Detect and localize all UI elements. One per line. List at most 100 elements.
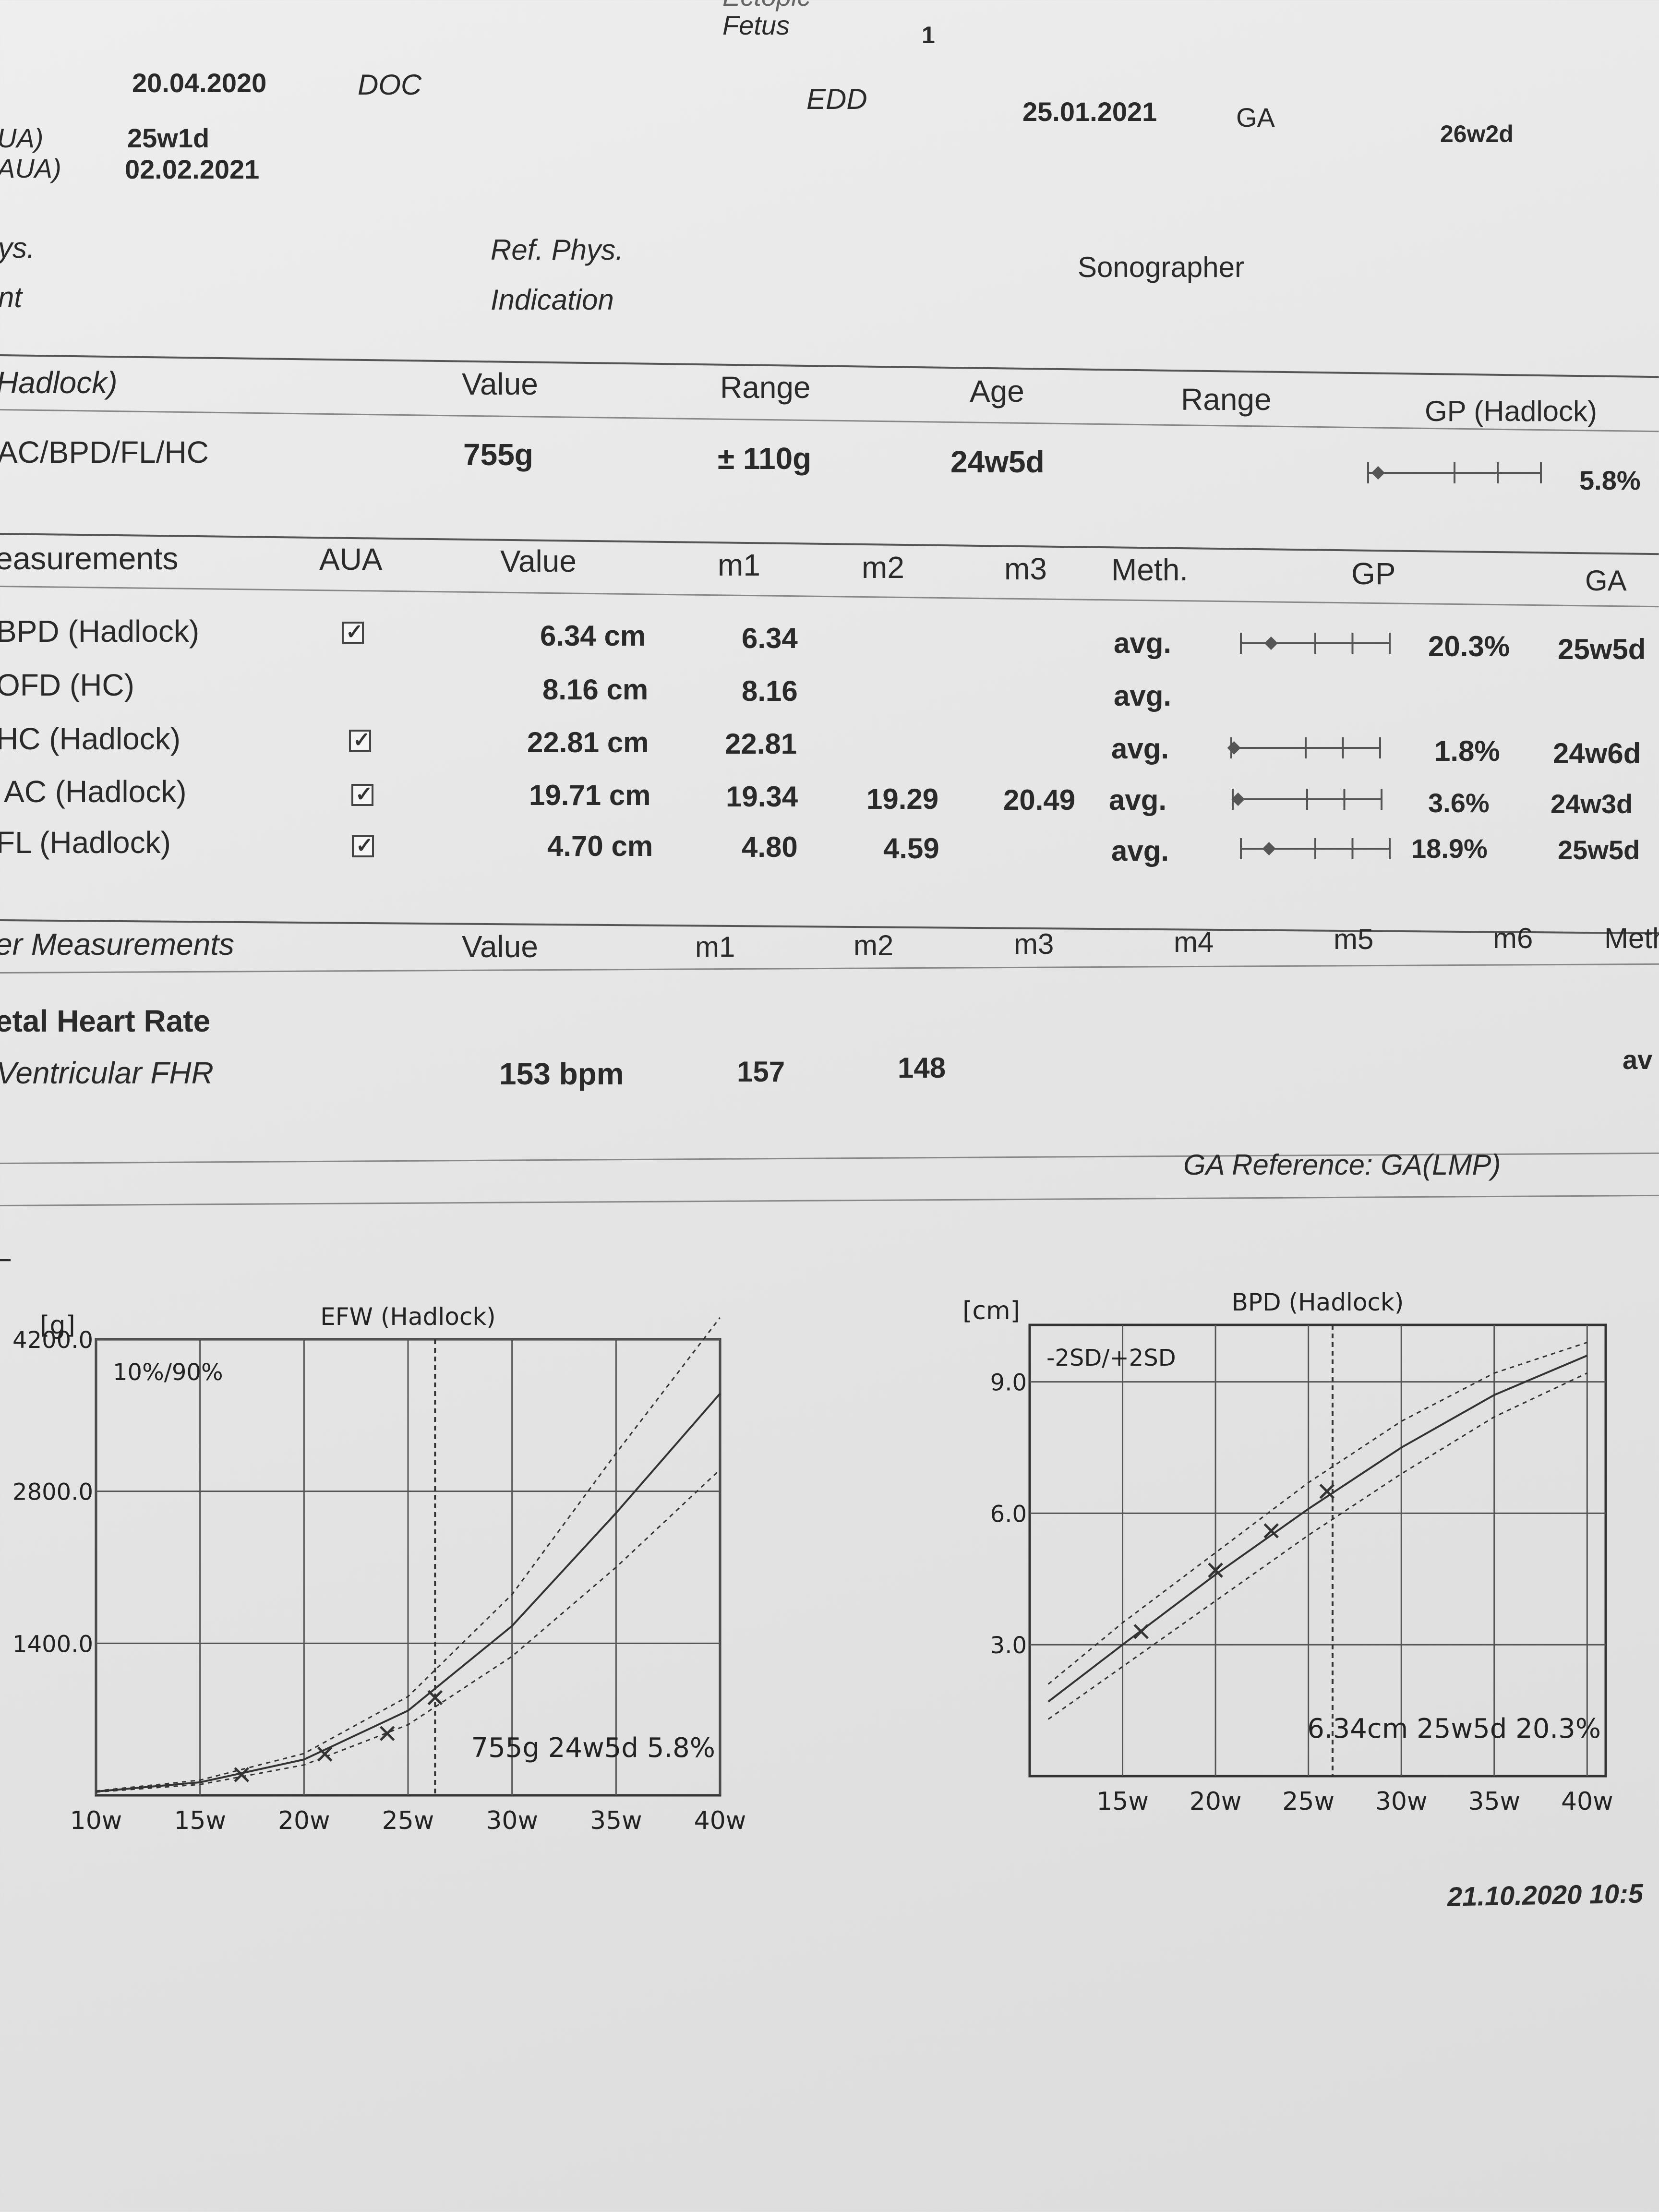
aua-checkbox[interactable]: ✓ — [351, 782, 373, 806]
plot-frame — [1028, 1323, 1607, 1778]
ga-value: 26w2d — [1440, 120, 1514, 147]
data-point — [1319, 1484, 1335, 1499]
meas-row-m1: 6.34 — [742, 622, 798, 654]
meas-row-value: 8.16 cm — [542, 673, 649, 706]
series-line-lower — [1047, 1372, 1587, 1720]
x-tick-label: 35w — [1468, 1787, 1520, 1816]
meas-row-m3: 20.49 — [1003, 784, 1076, 816]
aua-checkbox[interactable]: ✓ — [352, 834, 374, 857]
chart-title: BPD (Hadlock) — [1232, 1288, 1404, 1316]
gp-bar — [1231, 789, 1382, 810]
meas-row-meth: avg. — [1111, 733, 1169, 765]
meas-header-name: easurements — [0, 541, 179, 576]
meas-row-value: 6.34 cm — [540, 620, 646, 652]
other-header-value: Value — [462, 929, 538, 964]
efw-header-rule — [0, 409, 1659, 433]
meas-row-meth: avg. — [1109, 784, 1167, 816]
meas-row-gp: 18.9% — [1411, 833, 1488, 864]
series-line-upper — [1047, 1342, 1587, 1685]
aua-checkbox[interactable]: ✓ — [349, 728, 371, 752]
edd-label: EDD — [806, 83, 867, 115]
meas-row-name: HC (Hadlock) — [0, 721, 181, 756]
meas-row-ga: 24w3d — [1551, 789, 1633, 819]
footer-datetime: 21.10.2020 10:5 — [1447, 1878, 1644, 1912]
meas-row-m2: 19.29 — [866, 783, 939, 815]
meas-row-ga: 24w6d — [1553, 737, 1641, 769]
sonographer-label: Sonographer — [1078, 251, 1244, 283]
x-tick-label: 25w — [382, 1806, 434, 1835]
gp-marker — [1231, 793, 1245, 806]
ga-label: GA — [1236, 102, 1275, 132]
meas-row-value: 19.71 cm — [529, 779, 651, 811]
edd-value: 25.01.2021 — [1022, 96, 1157, 127]
y-axis-label: [cm] — [962, 1297, 1020, 1325]
x-tick-label: 15w — [1096, 1787, 1149, 1816]
efw-header-range: Range — [720, 370, 811, 405]
gp-marker — [1264, 637, 1278, 650]
meas-row-m1: 19.34 — [726, 781, 798, 813]
meas-header-meth: Meth. — [1111, 553, 1189, 587]
y-tick-label: 2800.0 — [12, 1479, 93, 1506]
aua-checkbox[interactable]: ✓ — [342, 620, 364, 644]
meas-header-m1: m1 — [718, 548, 760, 582]
fetus-label: Fetus — [722, 10, 790, 40]
data-point — [427, 1690, 443, 1706]
series-line-upper — [96, 1317, 721, 1792]
data-point — [1133, 1624, 1149, 1639]
chart-body: 10w 15w 20w 25w 30w 35w 40w 4200.0 2800.0 1400.0 E… — [12, 1303, 746, 1835]
ga-aua-label: UA) — [0, 123, 44, 153]
meas-row-gp: 20.3% — [1428, 630, 1510, 662]
fhr-meth: av — [1623, 1045, 1653, 1075]
y-tick-label: 4200.0 — [12, 1327, 93, 1354]
chart-body: 15w 20w 25w 30w 35w 40w 9.0 6.0 3.0 BPD (Hadlock)… — [962, 1288, 1613, 1816]
meas-row-meth: avg. — [1114, 680, 1172, 712]
bpd-growth-chart: 15w 20w 25w 30w 35w 40w 9.0 6.0 3.0 BPD (Hadlock)… — [962, 1288, 1613, 1816]
x-tick-label: 15w — [174, 1806, 226, 1835]
ga-reference: GA Reference: GA(LMP) — [1183, 1149, 1501, 1181]
other-header-m3: m3 — [1014, 928, 1054, 960]
gp-marker — [1371, 466, 1385, 480]
series-line-median — [96, 1393, 721, 1793]
doc-label: DOC — [358, 69, 422, 101]
meas-header-m3: m3 — [1004, 552, 1047, 586]
other-header-m1: m1 — [695, 931, 735, 963]
meas-header-m2: m2 — [862, 550, 904, 585]
chart-title: EFW (Hadlock) — [320, 1303, 496, 1331]
ga-ref-bottom-rule — [0, 1194, 1659, 1206]
meas-row-meth: avg. — [1111, 835, 1169, 867]
efw-top-rule — [0, 354, 1659, 378]
phys-label: ys. — [0, 232, 35, 264]
y-tick-label: 9.0 — [990, 1370, 1027, 1396]
x-tick-label: 25w — [1282, 1787, 1334, 1816]
x-tick-label: 35w — [590, 1806, 642, 1835]
meas-header-aua: AUA — [319, 542, 383, 577]
y-tick-label: 6.0 — [990, 1501, 1027, 1527]
meas-row-m1: 22.81 — [725, 728, 797, 760]
efw-gp-bar — [1367, 462, 1542, 483]
x-tick-label: 30w — [1375, 1787, 1428, 1816]
data-point — [317, 1746, 333, 1762]
y-axis-label: [g] — [40, 1311, 75, 1340]
fhr-m2: 148 — [898, 1052, 946, 1084]
efw-header-value: Value — [462, 367, 538, 401]
meas-row-m2: 4.59 — [883, 832, 939, 865]
meas-header-gp: GP — [1351, 556, 1396, 591]
fhr-row-name: Ventricular FHR — [0, 1056, 214, 1090]
meas-row-value: 4.70 cm — [547, 830, 653, 862]
fhr-m1: 157 — [737, 1056, 785, 1088]
x-tick-label: 30w — [486, 1806, 538, 1835]
meas-row-m1: 8.16 — [742, 675, 798, 707]
data-point — [1263, 1523, 1279, 1539]
other-header-m6: m6 — [1493, 922, 1533, 954]
indication-label: Indication — [491, 284, 614, 316]
other-header-m4: m4 — [1174, 926, 1214, 958]
top-cut-text: Ectopic — [722, 0, 811, 12]
efw-gp: 5.8% — [1579, 465, 1641, 495]
x-tick-label: 20w — [1190, 1787, 1242, 1816]
section-mark: ⌐ — [0, 1244, 12, 1276]
meas-top-rule — [0, 533, 1659, 555]
meas-row-ga: 25w5d — [1558, 835, 1640, 865]
edd-aua-value: 02.02.2021 — [125, 154, 260, 184]
efw-header-method: Hadlock) — [0, 365, 118, 400]
efw-header-range2: Range — [1181, 382, 1272, 417]
